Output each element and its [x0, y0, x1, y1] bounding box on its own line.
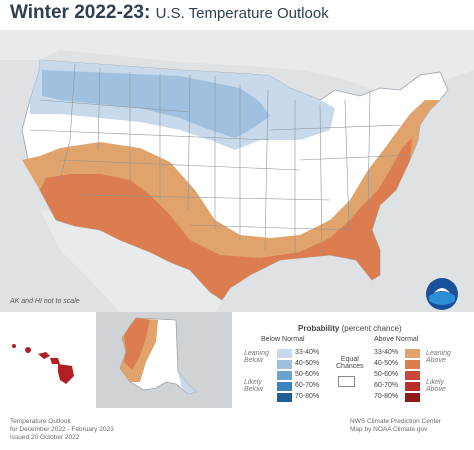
leaning-above-label: Leaning Above [426, 350, 451, 364]
equal-chances-label: Equal Chances [336, 356, 364, 370]
swatch-below-70-80 [276, 392, 293, 403]
title-subtitle: U.S. Temperature Outlook [155, 5, 329, 22]
noaa-logo-icon [426, 278, 458, 310]
footer-credits: NWS Climate Prediction Center Map by NOA… [350, 418, 442, 433]
swatch-above-33-40 [404, 348, 421, 359]
alaska-inset [96, 312, 232, 408]
above-bin-label: 70-80% [374, 393, 399, 400]
swatch-above-50-60 [404, 370, 421, 381]
below-bin-label: 50-60% [295, 371, 320, 378]
swatch-below-50-60 [276, 370, 293, 381]
above-bin-label: 40-50% [374, 360, 399, 367]
swatch-equal-chances [338, 376, 355, 387]
above-bin-label: 50-60% [374, 371, 399, 378]
hawaii-inset [0, 312, 94, 408]
swatch-below-40-50 [276, 359, 293, 370]
legend-below-normal-label: Below Normal [261, 336, 305, 343]
legend-above-normal-label: Above Normal [374, 336, 419, 343]
swatch-below-60-70 [276, 381, 293, 392]
legend: Probability (percent chance) Below Norma… [234, 312, 474, 408]
alaska-map [96, 312, 232, 408]
likely-below-label: Likely Below [244, 379, 264, 393]
above-normal-mid-region [40, 138, 412, 300]
below-bin-label: 40-50% [295, 360, 320, 367]
below-bin-label: 70-80% [295, 393, 320, 400]
swatch-above-40-50 [404, 359, 421, 370]
footer-issue-info: Temperature Outlook for December 2022 - … [10, 418, 114, 441]
title-season: Winter 2022-23: [10, 2, 151, 23]
leaning-below-label: Leaning Below [244, 350, 269, 364]
swatch-below-33-40 [276, 348, 293, 359]
below-bin-label: 33-40% [295, 349, 320, 356]
below-bin-label: 60-70% [295, 382, 320, 389]
contiguous-us-map [0, 30, 474, 312]
swatch-above-70-80 [404, 392, 421, 403]
above-bin-label: 33-40% [374, 349, 399, 356]
hawaii-map [0, 312, 94, 408]
scale-note: AK and HI not to scale [10, 298, 80, 305]
legend-heading: Probability (percent chance) [298, 324, 402, 333]
map-title: Winter 2022-23: U.S. Temperature Outlook [10, 2, 329, 24]
above-bin-label: 60-70% [374, 382, 399, 389]
likely-above-label: Likely Above [426, 379, 446, 393]
swatch-above-60-70 [404, 381, 421, 392]
below-normal-mid-region [42, 70, 270, 138]
